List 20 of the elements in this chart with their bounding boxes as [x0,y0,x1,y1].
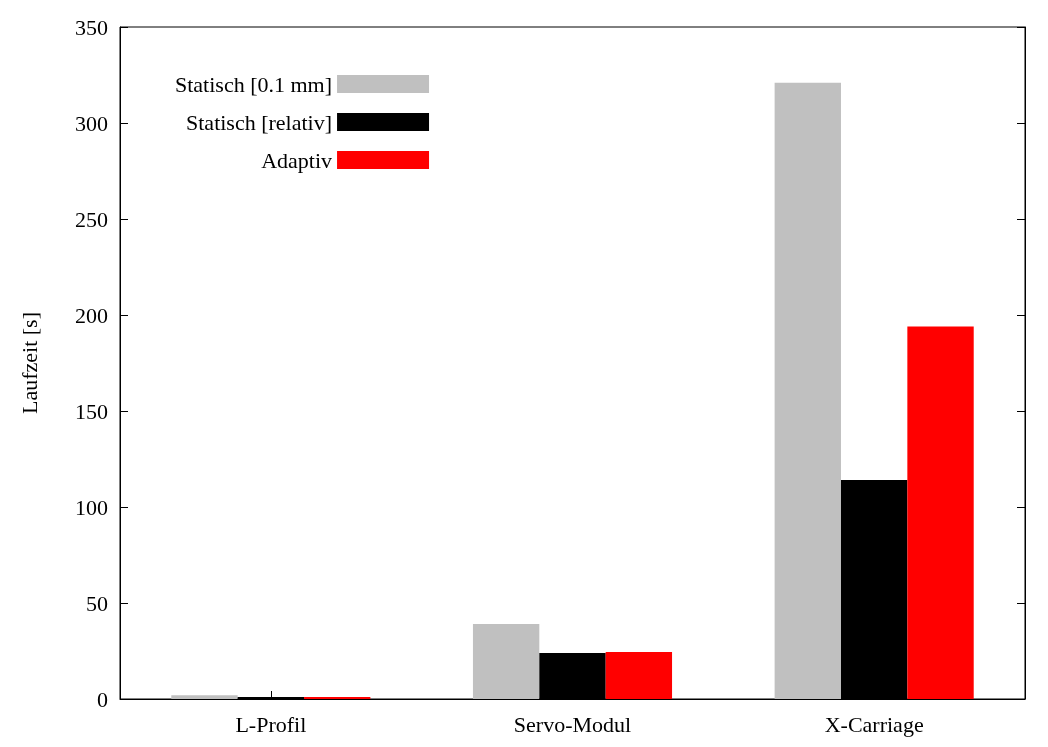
legend-label: Statisch [0.1 mm] [174,71,333,97]
legend-label: Statisch [relativ] [186,109,333,135]
y-tick-label: 200 [75,302,108,328]
y-axis-title: Laufzeit [s] [16,312,42,414]
bar [472,624,540,699]
x-tick-label: X-Carriage [824,711,924,737]
bar [171,695,238,699]
y-tick-label: 50 [86,590,108,616]
x-tick-label: L-Profil [235,711,307,737]
bar [774,82,841,699]
y-tick-label: 300 [75,110,108,136]
x-tick-label: Servo-Modul [513,711,632,737]
legend-label: Adaptiv [261,147,333,173]
y-tick-label: 150 [75,398,108,424]
y-tick-label: 100 [75,494,108,520]
bar [907,326,974,699]
bar [605,651,673,699]
y-tick-label: 0 [97,686,108,712]
y-tick-label: 350 [75,14,108,40]
y-tick-label: 250 [75,206,108,232]
